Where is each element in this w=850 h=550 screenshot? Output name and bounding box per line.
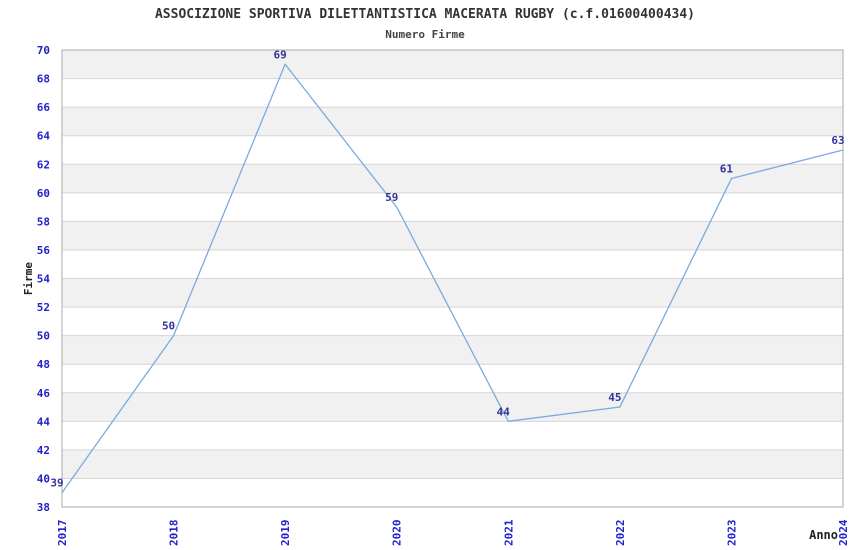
y-tick-label: 50 xyxy=(37,330,50,343)
plot-band xyxy=(62,164,843,193)
x-tick-label: 2020 xyxy=(391,520,404,547)
y-tick-label: 62 xyxy=(37,158,50,171)
y-tick-label: 66 xyxy=(37,101,51,114)
plot-band xyxy=(62,392,843,422)
y-axis-title: Firme xyxy=(22,262,35,295)
plot-band xyxy=(62,249,843,279)
data-line xyxy=(61,63,844,494)
data-point-label: 39 xyxy=(50,477,63,490)
plot-band xyxy=(62,335,843,365)
y-tick-label: 68 xyxy=(37,73,50,86)
x-tick-label: 2023 xyxy=(725,520,738,547)
plot-band xyxy=(62,364,843,393)
y-tick-label: 60 xyxy=(37,187,50,200)
data-point-label: 63 xyxy=(831,134,844,147)
y-tick-label: 58 xyxy=(37,215,50,228)
x-tick-label: 2021 xyxy=(502,519,515,546)
plot-band xyxy=(62,307,843,336)
y-tick-label: 64 xyxy=(37,130,51,143)
data-point-label: 45 xyxy=(608,391,621,404)
data-point-label: 61 xyxy=(720,163,734,176)
data-point-label: 59 xyxy=(385,191,398,204)
y-tick-label: 42 xyxy=(37,444,50,457)
plot-band xyxy=(62,192,843,222)
y-tick-label: 70 xyxy=(37,44,50,57)
plot-band xyxy=(62,50,843,79)
plot-band xyxy=(62,278,843,308)
plot-border xyxy=(61,49,844,508)
x-tick-label: 2024 xyxy=(837,519,850,546)
plot-band xyxy=(62,107,843,136)
y-tick-label: 54 xyxy=(37,273,51,286)
data-point-label: 44 xyxy=(497,405,511,418)
plot-band xyxy=(62,478,843,507)
x-tick-label: 2017 xyxy=(56,520,69,547)
plot-band xyxy=(62,421,843,450)
y-tick-label: 56 xyxy=(37,244,51,257)
y-tick-label: 48 xyxy=(37,358,50,371)
y-tick-label: 38 xyxy=(37,501,50,514)
y-tick-label: 46 xyxy=(37,387,51,400)
x-axis-title: Anno xyxy=(809,528,838,542)
plot-band xyxy=(62,221,843,250)
plot-band xyxy=(62,449,843,479)
y-tick-label: 44 xyxy=(37,415,51,428)
data-point-label: 50 xyxy=(162,320,175,333)
x-tick-label: 2018 xyxy=(168,520,181,547)
chart-title: ASSOCIZIONE SPORTIVA DILETTANTISTICA MAC… xyxy=(154,7,696,22)
x-tick-label: 2019 xyxy=(279,520,292,547)
chart-subtitle: Numero Firme xyxy=(385,28,465,41)
plot-band xyxy=(62,135,843,165)
x-tick-label: 2022 xyxy=(614,520,627,547)
y-tick-label: 40 xyxy=(37,472,50,485)
plot-band xyxy=(62,78,843,108)
data-point-label: 69 xyxy=(274,48,287,61)
y-tick-label: 52 xyxy=(37,301,50,314)
